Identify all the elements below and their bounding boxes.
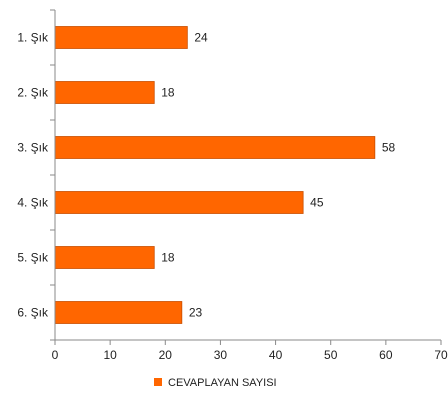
legend: CEVAPLAYAN SAYISI <box>154 377 277 389</box>
category-label-3: 3. Şık <box>17 141 49 155</box>
bar-3 <box>54 136 376 159</box>
bar-6 <box>54 301 183 324</box>
category-label-2: 2. Şık <box>17 86 49 100</box>
x-tick-label-1: 10 <box>103 348 117 362</box>
x-tick-label-2: 20 <box>159 348 173 362</box>
data-labels: 24 18 58 45 18 23 <box>161 31 395 320</box>
category-label-4: 4. Şık <box>17 196 49 210</box>
legend-label: CEVAPLAYAN SAYISI <box>168 377 277 389</box>
category-labels: 1. Şık 2. Şık 3. Şık 4. Şık 5. Şık 6. Şık <box>17 31 49 320</box>
x-tick-label-5: 50 <box>324 348 338 362</box>
bars-group <box>54 26 376 324</box>
bar-1 <box>54 26 188 49</box>
data-label-1: 24 <box>194 31 208 45</box>
bar-2 <box>54 81 155 104</box>
data-label-5: 18 <box>161 251 175 265</box>
data-label-4: 45 <box>310 196 324 210</box>
legend-swatch <box>154 378 162 386</box>
x-tick-labels: 0 10 20 30 40 50 60 70 <box>52 348 448 362</box>
x-tick-label-6: 60 <box>379 348 393 362</box>
x-tick-label-4: 40 <box>269 348 283 362</box>
data-label-2: 18 <box>161 86 175 100</box>
x-tick-label-7: 70 <box>434 348 448 362</box>
bar-5 <box>54 246 155 269</box>
axes-group <box>50 9 442 345</box>
bar-4 <box>54 191 304 214</box>
x-tick-label-3: 30 <box>214 348 228 362</box>
data-label-6: 23 <box>189 306 203 320</box>
category-label-6: 6. Şık <box>17 306 49 320</box>
data-label-3: 58 <box>382 141 396 155</box>
category-label-5: 5. Şık <box>17 251 49 265</box>
category-label-1: 1. Şık <box>17 31 49 45</box>
x-tick-label-0: 0 <box>52 348 59 362</box>
